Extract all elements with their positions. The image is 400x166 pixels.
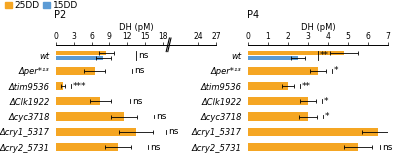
Text: **: ** bbox=[320, 51, 329, 60]
X-axis label: DH (pM): DH (pM) bbox=[301, 23, 335, 32]
Legend: 25DD, 15DD: 25DD, 15DD bbox=[4, 1, 78, 10]
Bar bbox=[248, 82, 288, 90]
Text: P2: P2 bbox=[54, 10, 67, 20]
Text: ns: ns bbox=[138, 51, 149, 60]
Bar bbox=[56, 67, 94, 75]
Bar bbox=[56, 112, 124, 121]
Text: *: * bbox=[324, 97, 329, 106]
Bar bbox=[56, 82, 63, 90]
Text: *: * bbox=[325, 112, 330, 121]
Bar bbox=[248, 97, 308, 105]
Bar bbox=[248, 112, 308, 121]
Bar bbox=[56, 97, 100, 105]
Text: ns: ns bbox=[168, 127, 178, 136]
Bar bbox=[56, 51, 106, 55]
Bar bbox=[248, 143, 358, 151]
Bar bbox=[248, 56, 298, 60]
X-axis label: DH (pM): DH (pM) bbox=[119, 23, 153, 32]
Bar bbox=[248, 51, 344, 55]
Text: ns: ns bbox=[156, 112, 166, 121]
Bar bbox=[248, 128, 378, 136]
Text: ns: ns bbox=[134, 66, 145, 75]
Bar bbox=[56, 56, 104, 60]
Bar bbox=[248, 67, 318, 75]
Text: *: * bbox=[334, 66, 338, 75]
Text: ***: *** bbox=[73, 82, 87, 90]
Text: ns: ns bbox=[382, 143, 392, 152]
Text: P4: P4 bbox=[246, 10, 259, 20]
Text: ns: ns bbox=[132, 97, 143, 106]
Bar bbox=[56, 128, 136, 136]
Text: **: ** bbox=[302, 82, 311, 90]
Bar bbox=[56, 143, 118, 151]
Text: ns: ns bbox=[150, 143, 161, 152]
